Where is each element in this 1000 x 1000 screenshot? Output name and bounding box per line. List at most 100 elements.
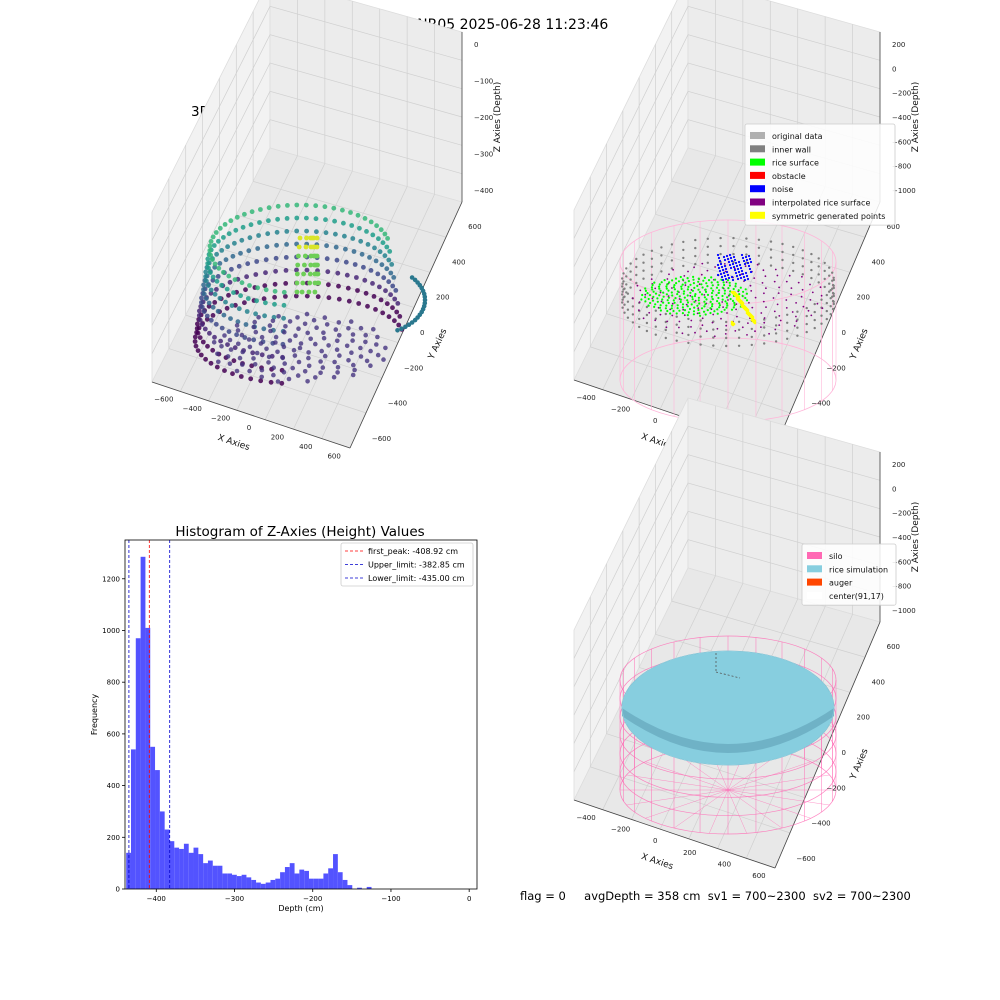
plot-2-inner-wall-point [664,328,667,332]
plot-1-data-point [234,323,240,328]
plot-1-data-point [284,229,290,234]
plot-4-x-tick-label: −400 [576,814,595,822]
plot-2-interpolated-point [762,300,765,303]
plot-1-data-point [266,218,271,224]
plot-2-rice-surface-point [686,288,690,291]
plot-2-rice-surface-point [688,307,692,311]
plot-1-data-point [362,216,368,221]
plot-1-data-point [270,318,276,324]
plot-1-data-point [367,255,372,260]
plot-2-interpolated-point [683,275,686,277]
plot-4-x-tick-label: −200 [611,825,630,833]
plot-4-legend-label: auger [829,579,853,588]
plot-1-data-point [281,344,287,350]
plot-2-inner-wall-point [631,305,635,308]
histogram-bar [275,878,281,889]
plot-1-data-point [199,304,205,310]
plot-1-data-point [333,231,338,237]
plot-4-rice-mesh-line [623,716,628,726]
plot-1-data-point [281,302,287,308]
plot-1-data-point [314,244,320,250]
plot-2-inner-wall-point [781,242,784,246]
plot-2-rice-surface-point [727,287,730,290]
plot-1-data-point [215,351,220,357]
plot-1-data-point [275,203,281,209]
histogram-bar [313,878,319,889]
plot-1-data-point [218,338,224,344]
plot-2-inner-wall-point [623,303,626,306]
plot-1-data-point [203,356,209,362]
plot-1-data-point [344,343,350,349]
plot-1-data-point [313,375,318,380]
plot-1-data-point [368,219,374,225]
plot-2-inner-wall-point [737,336,741,339]
plot-4-rice-mesh-line [626,725,634,735]
plot-1-data-point [242,211,247,217]
plot-2-rice-surface-point [697,299,700,302]
plot-2-legend: original data inner wall rice surface obsta… [744,123,896,226]
plot-1-data-point [395,328,400,333]
histogram-title: Histogram of Z-Axies (Height) Values [175,524,425,540]
plot-2-legend-label: rice surface [772,159,819,168]
plot-1-data-point [211,340,217,345]
plot-1-data-point [304,228,309,234]
plot-2-interpolated-point [756,263,759,266]
plot-2-noise-point [740,269,744,273]
plot-2-rice-surface-point [677,280,681,283]
plot-2-rice-surface-point [662,295,665,298]
avg-depth-value: avgDepth = 358 cm [584,889,701,903]
plot-2-noise-point [720,265,724,269]
plot-1-data-point [273,334,279,340]
plot-2-interpolated-point [820,294,823,297]
plot-1-x-tick-label: 200 [271,433,284,441]
plot-4-rice-mesh-line [642,667,654,675]
plot-1-data-point [326,295,332,301]
plot-2-inner-wall-point [670,251,674,254]
plot-2-rice-surface-point [726,279,730,282]
plot-1-data-point [245,261,251,267]
plot-2-interpolated-point [697,307,700,310]
plot-2-rice-surface-point [681,312,685,315]
plot-2-rice-surface-point [684,281,687,284]
plot-2-interpolated-point [726,312,728,314]
plot-4-rice-mesh-line [695,651,712,655]
plot-4-rice-mesh-line [711,650,729,652]
plot-2-rice-surface-point [697,280,700,283]
plot-2-interpolated-point [785,299,788,301]
plot-2-interpolated-point [639,289,642,292]
plot-2-inner-wall-point [621,290,624,293]
plot-2-rice-surface-point [725,302,729,305]
plot-2-z-axis-label: Z Axies (Depth) [911,82,921,153]
plot-2-interpolated-point [764,275,767,278]
plot-2-noise-point [737,260,741,264]
plot-1-data-point [253,311,258,317]
plot-2-inner-wall-point [750,343,753,347]
plot-1-gridline [236,170,353,411]
plot-2-inner-wall-point [820,322,823,325]
plot-2-noise-point [731,262,735,266]
plot-2-interpolated-point [682,308,685,311]
histogram-legend-label: first_peak: -408.92 cm [368,547,458,556]
plot-2-gridline [631,163,744,400]
plot-2-interpolated-point [701,324,704,327]
plot-1-data-point [350,332,356,337]
plot-2-rice-surface-point [646,292,649,295]
plot-1-data-point [305,379,310,384]
plot-2-rice-surface-point [672,299,675,302]
plot-2-rice-surface-point [686,305,689,308]
plot-2-inner-wall-point [737,328,741,331]
plot-1-y-tick-label: −200 [404,364,423,372]
plot-1-data-point [259,367,265,373]
plot-2-rice-surface-point [691,295,694,298]
plot-2-interpolated-point [678,326,680,329]
plot-1-data-point [380,310,386,316]
plot-1-data-point [395,301,401,306]
plot-2-inner-wall-point [813,318,816,322]
plot-2-interpolated-point [638,301,641,303]
plot-2-symmetric-point [741,301,745,305]
plot-2-noise-point [724,267,728,271]
plot-2-rice-surface-point [700,293,704,296]
plot-2-inner-wall-point [829,297,832,300]
plot-2-interpolated-point [659,291,662,294]
plot-2-rice-surface-point [728,284,732,287]
